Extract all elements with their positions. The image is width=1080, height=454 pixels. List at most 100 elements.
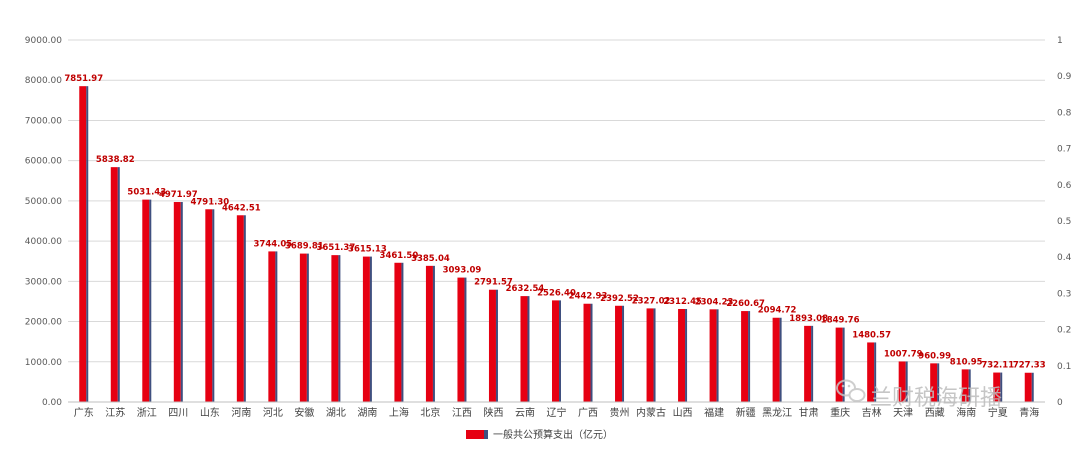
data-label: 3461.50 <box>380 251 419 261</box>
data-label: 3385.04 <box>411 254 450 264</box>
bar <box>867 342 875 402</box>
bar-side <box>874 342 877 402</box>
bar-side <box>401 262 404 402</box>
bar <box>268 251 276 402</box>
wechat-icon <box>836 379 866 402</box>
y-tick-label: 5000.00 <box>25 197 62 207</box>
bar-side <box>622 305 625 402</box>
x-tick-label: 四川 <box>168 408 188 419</box>
bars <box>79 86 1034 402</box>
bar <box>236 215 244 402</box>
bar <box>425 265 433 402</box>
bar <box>835 327 843 402</box>
data-label: 2304.23 <box>695 297 734 307</box>
x-axis: 广东 江苏 浙江 四川 山东 河南 河北 安徽 湖北 湖南 上海 北京 江西 陕西 云南 辽宁 广西 贵州 内蒙古山… <box>68 401 1045 419</box>
x-tick-label: 上海 <box>389 406 409 419</box>
bar-side <box>117 167 120 402</box>
x-tick-label: 河北 <box>263 407 283 419</box>
bar <box>173 202 181 402</box>
x-tick-label: 天津 <box>893 407 913 419</box>
x-tick-label: 甘肃 <box>799 406 819 419</box>
x-tick-label: 河南 <box>231 406 251 419</box>
y-axis-left: 0.00 1000.00 2000.00 3000.00 4000.00 5000.00 6… <box>25 36 62 408</box>
data-label: 1849.76 <box>821 316 860 326</box>
bar-side <box>968 369 971 402</box>
x-tick-label: 辽宁 <box>547 406 567 419</box>
data-label: 5031.43 <box>127 188 166 198</box>
bar <box>142 199 150 402</box>
x-tick-label: 吉林 <box>862 406 882 419</box>
x-tick-label: 浙江 <box>137 407 157 419</box>
bar <box>804 325 812 402</box>
bar-side <box>842 327 845 402</box>
bar-side <box>149 199 152 402</box>
bar <box>1024 372 1032 402</box>
x-tick-label: 贵州 <box>610 406 630 419</box>
x-tick-label: 安徽 <box>294 406 314 419</box>
x-tick-label: 重庆 <box>830 406 850 419</box>
bar <box>709 309 717 402</box>
data-label: 2392.52 <box>600 294 639 304</box>
bar-side <box>369 256 372 402</box>
bar <box>993 372 1001 402</box>
data-label: 2260.67 <box>726 299 765 309</box>
bar <box>678 308 686 402</box>
x-tick-label: 广东 <box>74 406 94 419</box>
bar <box>79 86 87 402</box>
bar-side <box>338 255 341 402</box>
data-label: 7851.97 <box>64 74 103 84</box>
x-tick-label: 北京 <box>420 406 440 419</box>
bar <box>488 289 496 402</box>
data-label: 1480.57 <box>852 330 891 340</box>
y-axis-right: 0 0.1 0.2 0.3 0.4 0.5 0.6 0.7 0.8 0.9 1 <box>1057 36 1072 408</box>
y-tick-label: 6000.00 <box>25 157 62 167</box>
data-label: 3615.13 <box>348 245 387 255</box>
data-label: 2632.54 <box>506 284 545 294</box>
legend-label: 一般共公预算支出（亿元） <box>493 428 613 441</box>
x-tick-label: 湖北 <box>326 407 346 419</box>
data-label: 960.99 <box>918 351 951 361</box>
data-label: 4971.97 <box>159 190 198 200</box>
data-label: 727.33 <box>1013 361 1046 371</box>
x-tick-label: 内蒙古 <box>636 406 666 419</box>
x-tick-label: 江西 <box>452 407 472 419</box>
y2-tick-label: 0.9 <box>1057 72 1072 82</box>
bar <box>898 361 906 402</box>
data-label: 4642.51 <box>222 203 261 213</box>
x-tick-label: 广西 <box>578 407 598 419</box>
bar-side <box>464 277 467 402</box>
bar <box>615 305 623 402</box>
value-labels: 7851.97 5838.82 5031.434971.974791.304642.… <box>64 74 1045 371</box>
bar-side <box>653 308 656 402</box>
y2-tick-label: 0.6 <box>1057 181 1072 191</box>
bar-side <box>275 251 278 402</box>
bar-side <box>212 209 215 402</box>
bar <box>646 308 654 402</box>
bar-side <box>527 296 530 402</box>
data-label: 4791.30 <box>190 197 229 207</box>
bar-side <box>1031 372 1034 402</box>
x-tick-label: 山西 <box>673 407 693 419</box>
bar <box>741 311 749 402</box>
bar <box>362 256 370 402</box>
data-label: 5838.82 <box>96 155 135 165</box>
bar <box>772 317 780 402</box>
data-label: 1893.08 <box>789 314 828 324</box>
data-label: 3744.05 <box>253 239 292 249</box>
y2-tick-label: 0.1 <box>1057 362 1071 372</box>
bar-side <box>905 361 908 402</box>
data-label: 2312.45 <box>663 297 702 307</box>
data-label: 810.95 <box>950 357 983 367</box>
bar <box>299 253 307 402</box>
bar <box>961 369 969 402</box>
bar-side <box>432 265 435 402</box>
legend-swatch-side <box>484 430 488 439</box>
x-tick-label: 青海 <box>1019 406 1039 419</box>
bar-side <box>937 363 940 402</box>
bar <box>394 262 402 402</box>
bar <box>331 255 339 402</box>
x-tick-label: 新疆 <box>736 406 756 419</box>
x-tick-label: 海南 <box>956 406 976 419</box>
bar <box>552 300 559 402</box>
